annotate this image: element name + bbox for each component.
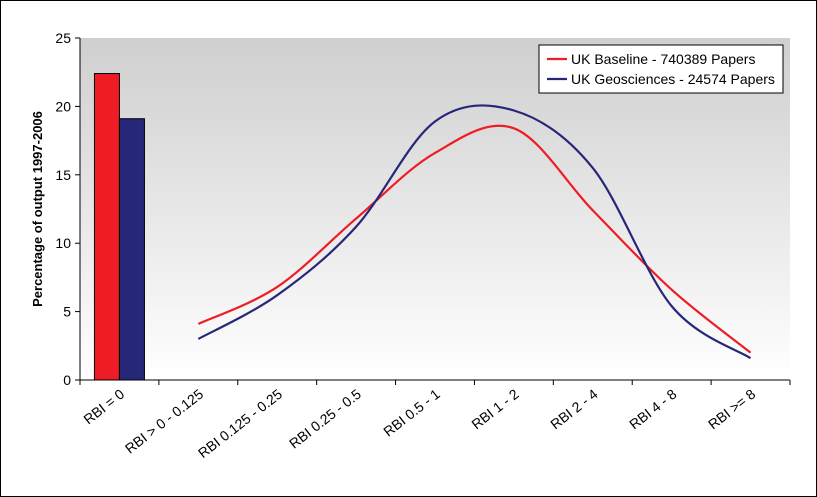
x-tick-label: RBI = 0 <box>80 386 127 428</box>
line-group <box>197 104 752 360</box>
y-tick-label: 10 <box>55 235 71 251</box>
x-tick-label: RBI 0.5 - 1 <box>380 386 443 440</box>
series-line-geosciences <box>197 104 752 360</box>
y-tick-label: 0 <box>63 372 71 388</box>
y-tick-label: 25 <box>55 30 71 46</box>
x-tick-label: RBI >= 8 <box>705 386 759 433</box>
x-tick-label: RBI 4 - 8 <box>626 386 680 433</box>
y-tick-label: 20 <box>55 98 71 114</box>
x-tick-label: RBI > 0 - 0.125 <box>122 386 207 457</box>
x-tick-label: RBI 1 - 2 <box>468 386 522 433</box>
bar-baseline <box>93 73 120 381</box>
y-tick-label: 15 <box>55 167 71 183</box>
x-tick-label: RBI 2 - 4 <box>547 386 601 433</box>
legend-box <box>538 44 784 94</box>
bar-group <box>93 73 145 381</box>
legend: UK Baseline - 740389 Papers UK Geoscience… <box>538 44 784 94</box>
y-axis-label: Percentage of output 1997-2006 <box>30 111 45 307</box>
series-line-baseline <box>197 124 752 354</box>
y-tick-label: 5 <box>63 304 71 320</box>
legend-label: UK Baseline - 740389 Papers <box>571 51 755 67</box>
x-tick-label: RBI 0.25 - 0.5 <box>286 386 364 452</box>
bar-geosciences <box>118 118 145 381</box>
legend-label: UK Geosciences - 24574 Papers <box>571 71 775 87</box>
x-tick-label: RBI 0.125 - 0.25 <box>195 386 285 462</box>
